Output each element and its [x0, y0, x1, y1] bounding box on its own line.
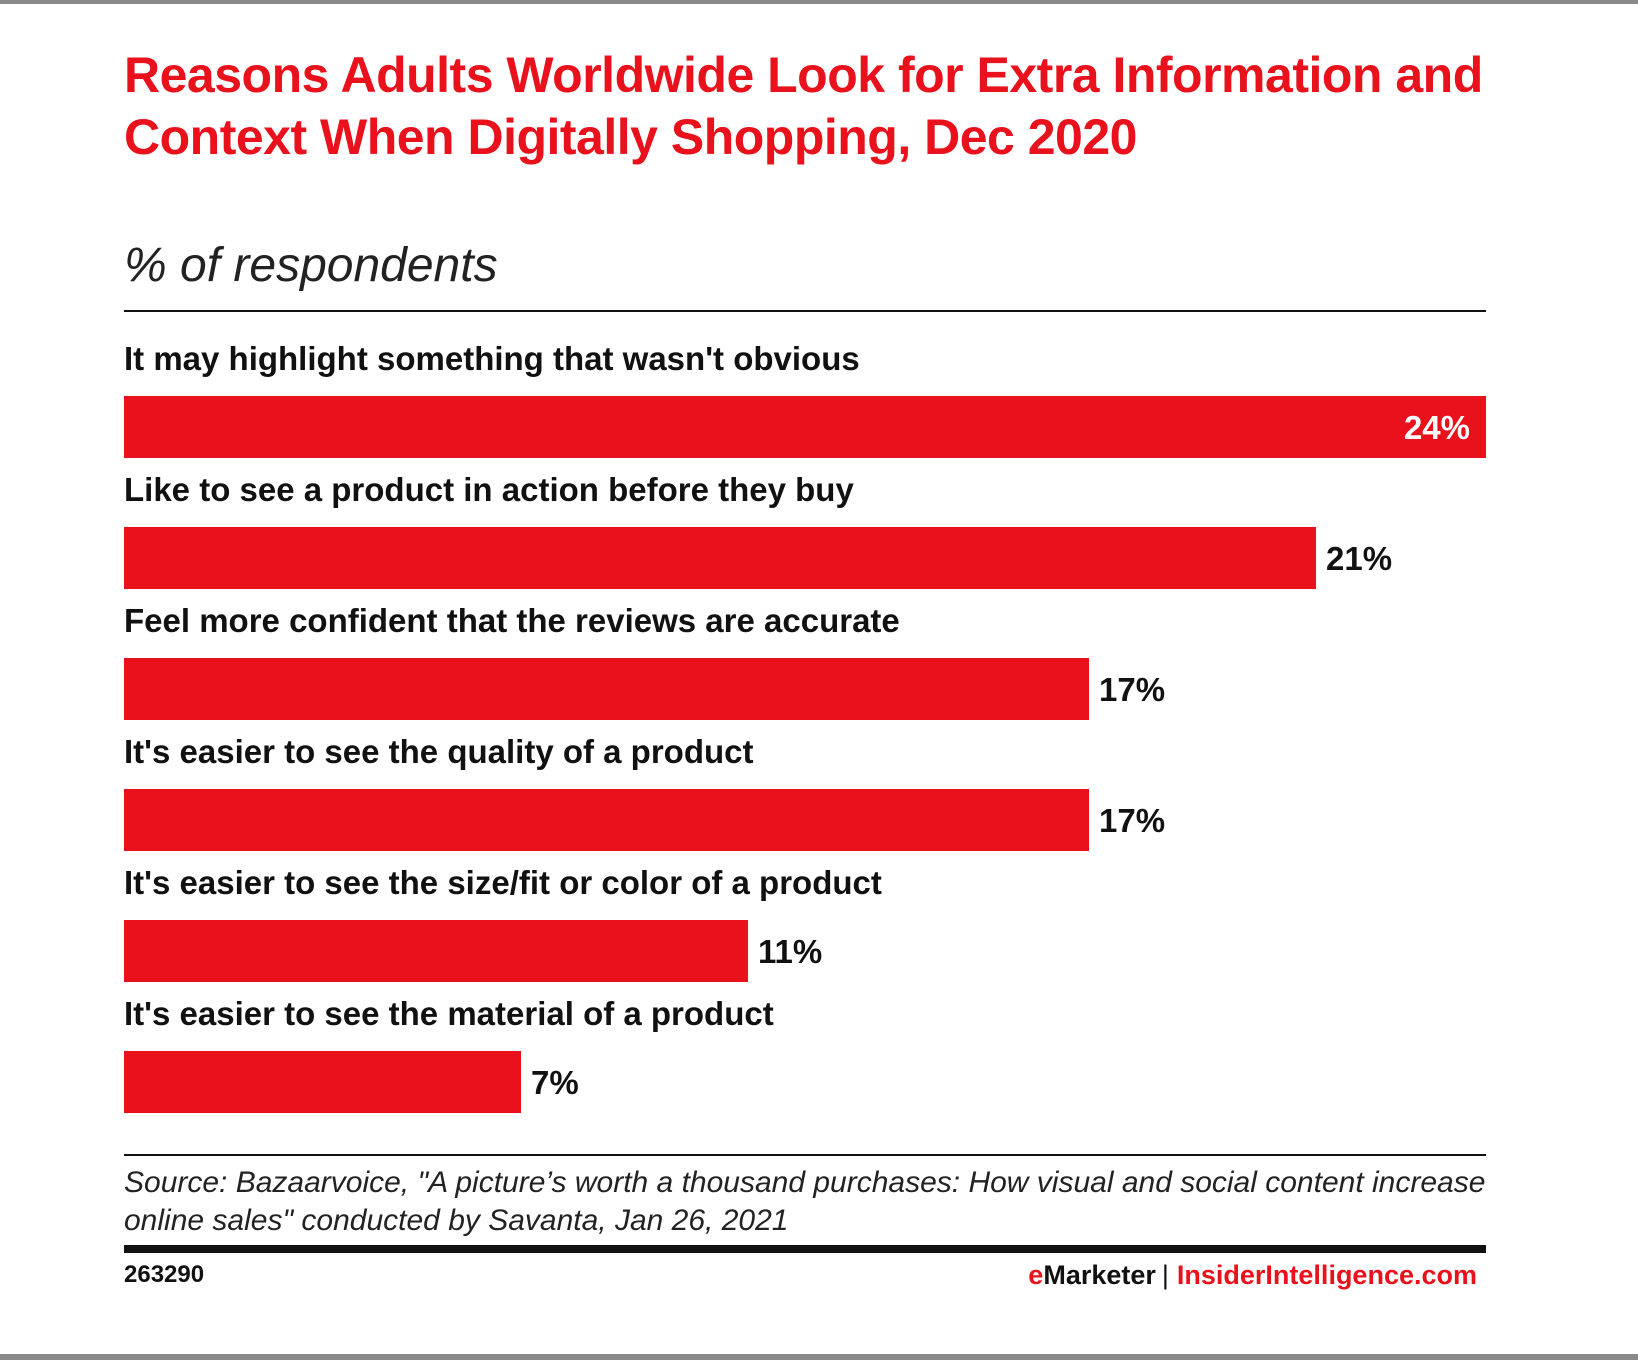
category-label: Like to see a product in action before t…: [124, 471, 854, 508]
bar-chart: It may highlight something that wasn't o…: [124, 340, 1486, 1113]
category-label: It's easier to see the quality of a prod…: [124, 733, 754, 770]
value-label: 17%: [1099, 802, 1165, 839]
value-label: 24%: [1404, 409, 1470, 446]
bar: [124, 396, 1486, 458]
footer-divider: [124, 1245, 1486, 1253]
value-label: 7%: [531, 1064, 579, 1101]
bar: [124, 658, 1089, 720]
bar: [124, 920, 748, 982]
category-label: It's easier to see the size/fit or color…: [124, 864, 882, 901]
brand-separator: |: [1161, 1260, 1169, 1290]
source-divider: [124, 1154, 1486, 1156]
bottom-border: [0, 1354, 1638, 1360]
category-label: Feel more confident that the reviews are…: [124, 602, 900, 639]
source-note: Source: Bazaarvoice, "A picture’s worth …: [124, 1166, 1486, 1237]
header-divider: [124, 310, 1486, 312]
bar: [124, 789, 1089, 851]
chart-subtitle: % of respondents: [124, 239, 498, 292]
category-label: It's easier to see the material of a pro…: [124, 995, 774, 1032]
bar: [124, 1051, 521, 1113]
category-label: It may highlight something that wasn't o…: [124, 340, 860, 377]
value-label: 21%: [1326, 540, 1392, 577]
chart-title: Reasons Adults Worldwide Look for Extra …: [124, 47, 1483, 165]
emarketer-name: Marketer: [1043, 1260, 1156, 1290]
top-border: [0, 0, 1638, 4]
emarketer-e: e: [1028, 1260, 1044, 1290]
value-label: 17%: [1099, 671, 1165, 708]
value-label: 11%: [758, 933, 822, 970]
brand-footer: eMarketer | InsiderIntelligence.com: [1028, 1258, 1477, 1292]
chart-id: 263290: [124, 1261, 205, 1288]
insider-intelligence-link[interactable]: InsiderIntelligence.com: [1176, 1260, 1477, 1290]
bar: [124, 527, 1316, 589]
